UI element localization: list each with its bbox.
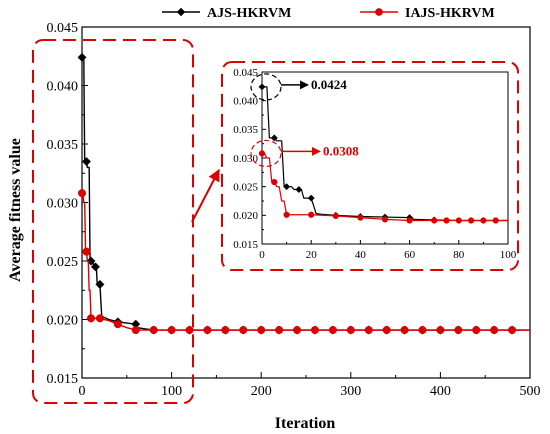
main-data-point-iajs	[275, 326, 284, 335]
inset-y-tick-label: 0.025	[233, 182, 258, 194]
inset-data-point-iajs	[332, 212, 339, 220]
main-data-point-ajs	[90, 262, 100, 272]
inset-data-point-iajs	[480, 217, 487, 224]
main-data-point-ajs	[77, 52, 87, 62]
main-x-tick-label: 100	[161, 384, 182, 399]
zoom-arrow	[191, 168, 220, 223]
highlight-circle-ajs	[250, 73, 282, 101]
legend-label-iajs: IAJS-HKRVM	[405, 6, 495, 21]
main-y-tick-label: 0.020	[47, 313, 79, 328]
main-data-point-iajs	[257, 326, 266, 335]
inset-data-point-iajs	[381, 216, 389, 223]
inset-data-point-ajs	[258, 83, 266, 91]
inset-data-point-iajs	[308, 211, 315, 218]
legend-label-ajs: AJS-HKRVM	[207, 6, 291, 21]
inset-y-tick-label: 0.040	[233, 96, 258, 108]
main-data-point-iajs	[418, 326, 427, 335]
inset-x-tick-label: 20	[306, 249, 318, 261]
main-data-point-iajs	[82, 247, 91, 256]
main-x-tick-label: 0	[79, 384, 86, 399]
inset-data-point-ajs	[295, 185, 303, 194]
main-data-point-iajs	[239, 326, 248, 335]
main-data-point-iajs	[454, 326, 463, 335]
inset-y-tick-label: 0.020	[233, 210, 258, 222]
inset-data-point-iajs	[431, 217, 438, 224]
main-data-point-iajs	[310, 326, 319, 335]
x-axis-label: Iteration	[275, 415, 336, 432]
main-x-tick-label: 400	[430, 384, 451, 399]
main-y-tick-label: 0.045	[47, 21, 79, 36]
main-data-point-iajs	[131, 326, 140, 335]
legend: AJS-HKRVM IAJS-HKRVM	[162, 6, 495, 21]
main-data-point-iajs	[77, 189, 87, 198]
main-data-point-iajs	[364, 326, 373, 335]
main-data-point-iajs	[346, 326, 355, 335]
main-data-point-iajs	[149, 326, 158, 335]
main-data-point-iajs	[95, 314, 104, 323]
main-y-tick-label: 0.025	[47, 255, 79, 270]
main-data-point-iajs	[185, 326, 194, 335]
highlight-overlays: 0.0424 0.0308	[32, 39, 519, 404]
legend-marker-ajs	[176, 7, 186, 17]
inset-x-tick-label: 60	[404, 249, 416, 261]
main-data-point-iajs	[203, 326, 212, 335]
main-data-point-iajs	[328, 326, 337, 335]
main-data-point-ajs	[95, 279, 105, 289]
inset-y-tick-label: 0.030	[233, 153, 258, 165]
inset-x-tick-label: 40	[355, 249, 367, 261]
inset-data-point-ajs	[270, 134, 278, 142]
inset-data-point-iajs	[467, 217, 475, 224]
main-x-tick-label: 300	[340, 384, 361, 399]
annotation-iajs-initial-value: 0.0308	[323, 143, 359, 158]
inset-data-point-iajs	[357, 214, 364, 221]
main-data-point-iajs	[86, 314, 95, 323]
main-data-point-ajs	[81, 156, 92, 167]
inset-highlight-box	[221, 61, 519, 271]
main-y-tick-label: 0.035	[47, 138, 79, 153]
main-x-tick-label: 500	[520, 384, 541, 399]
inset-data-point-iajs	[406, 217, 413, 224]
main-x-tick-label: 200	[251, 384, 272, 399]
main-data-point-iajs	[167, 326, 176, 335]
inset-data-point-iajs	[258, 150, 266, 157]
main-data-point-iajs	[293, 326, 302, 335]
inset-data-point-iajs	[443, 217, 450, 224]
highlight-circle-iajs	[250, 139, 282, 168]
y-axis-label: Average fitness value	[7, 138, 24, 282]
main-data-point-iajs	[436, 326, 445, 335]
main-y-tick-label: 0.015	[47, 372, 79, 387]
inset-y-tick-label: 0.015	[233, 239, 258, 251]
main-data-point-iajs	[472, 326, 481, 335]
inset-plot: 0 20 40 60 80 100 0.015 0.020 0.025 0.030 0.035 0.0…	[233, 67, 517, 261]
main-data-point-iajs	[400, 326, 409, 335]
main-data-point-iajs	[490, 326, 499, 335]
inset-y-tick-label: 0.035	[233, 124, 258, 136]
annotation-ajs-initial-value: 0.0424	[311, 77, 347, 92]
inset-data-point-iajs	[271, 178, 278, 186]
inset-x-tick-label: 100	[500, 249, 517, 261]
inset-x-tick-label: 80	[453, 249, 465, 261]
inset-data-point-iajs	[455, 217, 462, 224]
inset-data-point-iajs	[492, 217, 499, 224]
inset-data-point-ajs	[283, 183, 291, 191]
legend-marker-iajs	[375, 8, 383, 16]
main-y-tick-label: 0.030	[47, 196, 79, 211]
main-data-point-iajs	[221, 326, 230, 335]
main-data-point-iajs	[113, 320, 122, 329]
inset-x-tick-label: 0	[259, 249, 265, 261]
inset-data-point-iajs	[283, 211, 290, 218]
inset-y-tick-label: 0.045	[233, 67, 258, 79]
main-data-point-iajs	[508, 326, 517, 335]
main-y-tick-label: 0.040	[47, 79, 79, 94]
main-data-point-iajs	[382, 326, 391, 335]
inset-data-point-ajs	[307, 194, 315, 202]
